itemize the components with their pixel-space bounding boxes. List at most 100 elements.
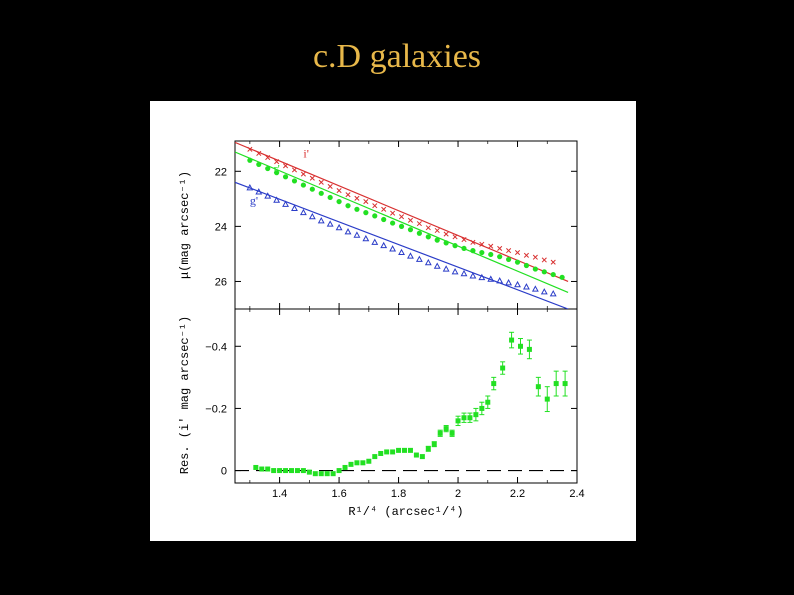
data-point (390, 220, 396, 226)
residual-point (467, 412, 473, 423)
data-point (496, 277, 504, 284)
top-y-tick-label: 24 (215, 221, 227, 233)
data-point (256, 150, 262, 156)
top-y-tick-label: 22 (215, 166, 227, 178)
data-point (407, 227, 414, 233)
data-point (291, 204, 298, 211)
residual-point (431, 441, 437, 448)
data-point (479, 241, 485, 247)
data-point (274, 170, 280, 176)
data-point (506, 248, 512, 254)
top-plot-layer (235, 141, 569, 309)
data-point (514, 259, 521, 265)
data-point (335, 223, 343, 231)
data-point (398, 214, 405, 220)
bottom-y-tick-label: −0.4 (205, 341, 227, 353)
data-point (497, 254, 503, 260)
residual-point (437, 429, 443, 437)
data-point (433, 262, 441, 269)
residual-point (294, 468, 300, 474)
data-point (265, 165, 271, 172)
data-point (550, 271, 556, 278)
data-point (506, 256, 512, 263)
data-point (363, 199, 369, 205)
data-point (523, 252, 529, 258)
residual-point (378, 450, 384, 456)
data-point (372, 203, 378, 209)
residual-point (562, 370, 568, 397)
data-point (273, 196, 281, 203)
data-point (274, 159, 280, 165)
data-point (344, 228, 352, 235)
data-point (532, 254, 538, 260)
data-point (381, 216, 387, 223)
bottom-y-tick-label: 0 (221, 466, 227, 478)
residual-point (396, 447, 402, 453)
fit-line (235, 151, 569, 294)
data-point (443, 231, 449, 237)
residual-point (265, 466, 271, 472)
residual-point (544, 386, 550, 413)
residual-point (312, 471, 318, 477)
data-point (283, 163, 289, 169)
x-tick-label: 1.6 (331, 488, 346, 500)
data-point (318, 190, 324, 196)
residual-point (491, 376, 497, 391)
residual-point (425, 445, 431, 452)
data-point (256, 161, 262, 168)
residual-point (509, 331, 515, 349)
residual-point (366, 458, 372, 464)
data-point (514, 280, 521, 288)
residual-point (330, 471, 336, 477)
residual-point (306, 469, 312, 475)
data-point (389, 245, 397, 252)
data-point (265, 154, 271, 161)
residual-point (336, 468, 342, 474)
data-point (541, 257, 547, 263)
data-point (354, 195, 360, 201)
data-point (541, 269, 547, 275)
data-point (327, 194, 333, 201)
x-tick-label: 1.8 (391, 488, 406, 500)
data-point (425, 225, 431, 231)
data-point (514, 249, 521, 256)
data-point (452, 234, 458, 240)
x-axis-label: R¹/⁴ (arcsec¹/⁴) (348, 505, 463, 519)
data-point (407, 217, 414, 223)
data-point (398, 248, 405, 256)
data-point (531, 285, 539, 292)
fit-line (235, 141, 569, 283)
data-point (424, 258, 432, 266)
series-label: i' (303, 147, 309, 161)
data-point (282, 174, 289, 180)
data-point (523, 283, 530, 290)
data-point (443, 240, 449, 246)
residual-point (526, 339, 532, 360)
data-point (398, 223, 405, 229)
data-point (318, 179, 324, 185)
data-point (381, 206, 387, 212)
x-tick-label: 2 (455, 488, 461, 500)
data-point (380, 241, 388, 249)
residual-point (500, 361, 506, 375)
residual-point (390, 449, 396, 455)
data-point (372, 213, 378, 219)
data-point (247, 146, 253, 152)
slide-title: c.D galaxies (312, 38, 482, 75)
residual-point (479, 401, 485, 416)
data-point (469, 272, 477, 279)
data-point (336, 188, 342, 194)
data-point (247, 157, 253, 163)
data-point (291, 167, 298, 173)
data-point (470, 248, 476, 254)
data-point (390, 210, 396, 216)
data-point (309, 175, 315, 181)
x-tick-label: 1.4 (272, 488, 287, 500)
residual-point (485, 395, 491, 409)
data-point (362, 234, 370, 242)
data-point (371, 238, 379, 245)
chart-panel: μ(mag arcsec⁻¹) Res. (i' mag arcsec⁻¹) R… (150, 101, 636, 541)
residual-point (553, 370, 559, 397)
data-point (326, 220, 334, 227)
residual-point (259, 466, 265, 472)
